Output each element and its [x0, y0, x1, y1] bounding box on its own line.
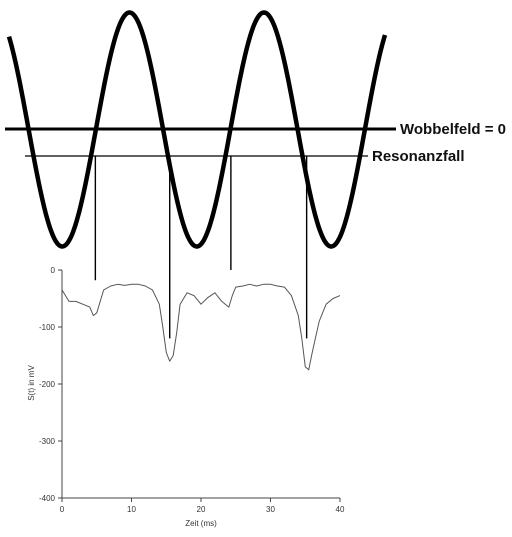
y-tick-label: -300 [39, 437, 56, 446]
y-tick-label: 0 [51, 266, 56, 275]
x-tick-label: 0 [60, 505, 65, 514]
y-tick-label: -200 [39, 380, 56, 389]
signal-chart: 0 -100 -200 -300 -400 0 10 20 30 40 Zeit (ms) S(… [27, 266, 345, 528]
x-tick-label: 20 [197, 505, 206, 514]
x-axis-title: Zeit (ms) [185, 519, 217, 528]
x-tick-label: 10 [127, 505, 136, 514]
y-tick-label: -100 [39, 323, 56, 332]
x-tick-label: 30 [266, 505, 275, 514]
x-tick-label: 40 [336, 505, 345, 514]
y-tick-label: -400 [39, 494, 56, 503]
sweep-panel: Wobbelfeld = 0 Resonanzfall [5, 13, 506, 247]
signal-series-line [62, 284, 340, 370]
resonance-label: Resonanzfall [372, 148, 465, 165]
zero-field-label: Wobbelfeld = 0 [400, 121, 506, 138]
y-axis-title: S(t) in mV [27, 365, 36, 401]
